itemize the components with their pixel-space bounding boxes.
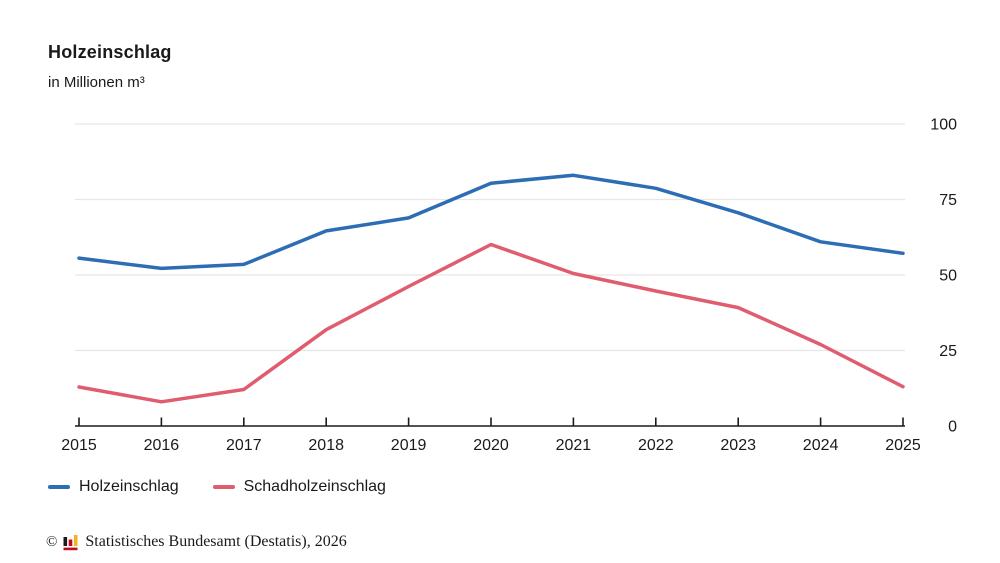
x-tick-label-2019: 2019 [391,437,427,454]
schadholzeinschlag-line [77,242,905,404]
chart-unit-subtitle: in Millionen m³ [48,74,145,91]
chart-legend: Holzeinschlag Schadholzeinschlag [48,478,386,496]
y-tick-label-100: 100 [930,117,957,134]
y-tick-label-0: 0 [948,419,957,436]
x-tick-label-2017: 2017 [226,437,262,454]
y-tick-label-25: 25 [939,343,957,360]
x-tick-label-2024: 2024 [803,437,839,454]
y-tick-label-50: 50 [939,268,957,285]
x-tick-label-2020: 2020 [473,437,509,454]
copyright-symbol: © [46,533,58,550]
x-tick-label-2025: 2025 [885,437,921,454]
destatis-logo-icon [63,534,78,550]
source-attribution: © Statistisches Bundesamt (Destatis), 20… [46,533,347,551]
legend-label: Schadholzeinschlag [243,478,386,495]
schadholzeinschlag-line-swatch-icon [212,485,235,489]
x-tick-label-2015: 2015 [61,437,97,454]
legend-item-schadholzeinschlag: Schadholzeinschlag [212,478,386,496]
x-tick-label-2016: 2016 [144,437,180,454]
holzeinschlag-line-swatch-icon [48,485,70,489]
x-tick-label-2021: 2021 [556,437,592,454]
x-tick-label-2023: 2023 [720,437,756,454]
chart-title: Holzeinschlag [48,42,172,62]
legend-label: Holzeinschlag [79,478,179,495]
x-tick-label-2018: 2018 [308,437,344,454]
source-text: Statistisches Bundesamt (Destatis), 2026 [85,533,347,550]
y-tick-label-75: 75 [939,192,957,209]
legend-item-holzeinschlag: Holzeinschlag [48,478,179,496]
line-chart: 2015 2016 2017 2018 2019 2020 2021 2022 2023 2024… [61,117,957,455]
x-tick-label-2022: 2022 [638,437,674,454]
holzeinschlag-line [77,173,905,271]
